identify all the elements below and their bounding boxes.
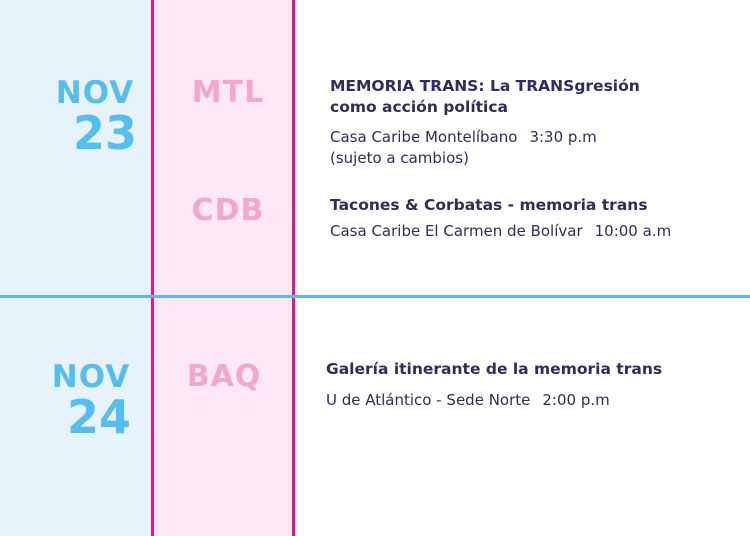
date-month: NOV: [51, 359, 131, 395]
divider-vertical-right: [292, 0, 295, 536]
event-title-line: MEMORIA TRANS: La TRANSgresión: [330, 77, 640, 95]
date-month: NOV: [55, 75, 135, 111]
event-time: 3:30 p.m: [529, 128, 597, 146]
event-title: Tacones & Corbatas - memoria trans: [330, 196, 648, 214]
city-code: MTL: [191, 75, 265, 110]
event-venue: Casa Caribe El Carmen de Bolívar: [330, 222, 583, 240]
city-column: [151, 0, 295, 536]
event-venue: Casa Caribe Montelíbano: [330, 128, 518, 146]
event-title: MEMORIA TRANS: La TRANSgresión como acci…: [330, 76, 640, 118]
event-details: U de Atlántico - Sede Norte 2:00 p.m: [326, 390, 610, 411]
event-time: 2:00 p.m: [542, 391, 610, 409]
event-title-line: como acción política: [330, 98, 509, 116]
date-day: 23: [72, 106, 137, 160]
event-venue: U de Atlántico - Sede Norte: [326, 391, 531, 409]
date-day: 24: [66, 390, 131, 444]
divider-horizontal: [0, 295, 750, 298]
event-details: Casa Caribe Montelíbano 3:30 p.m: [330, 127, 597, 148]
event-note: (sujeto a cambios): [330, 149, 469, 167]
event-details: Casa Caribe El Carmen de Bolívar 10:00 a.…: [330, 221, 671, 242]
event-title: Galería itinerante de la memoria trans: [326, 360, 663, 378]
date-column: [0, 0, 151, 536]
event-time: 10:00 a.m: [594, 222, 672, 240]
city-code: BAQ: [186, 359, 262, 394]
city-code: CDB: [191, 193, 265, 228]
divider-vertical-left: [151, 0, 154, 536]
